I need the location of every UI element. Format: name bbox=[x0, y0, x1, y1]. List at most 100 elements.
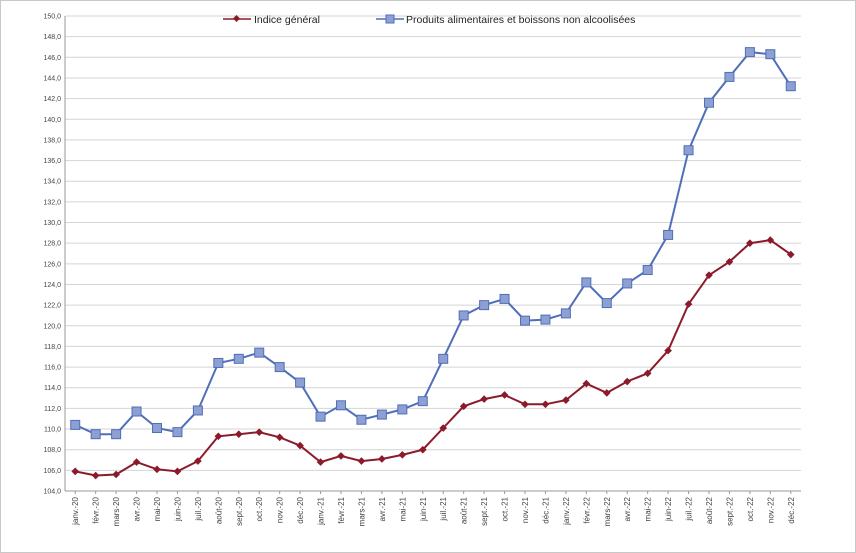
data-point bbox=[622, 278, 633, 289]
x-tick-label: sept.-22 bbox=[725, 496, 734, 525]
x-tick-label: août-22 bbox=[705, 496, 714, 524]
x-tick-label: mai-21 bbox=[398, 496, 407, 521]
x-tick-label: févr.-22 bbox=[582, 496, 591, 523]
data-point bbox=[786, 250, 795, 259]
x-tick-label: avr.-20 bbox=[133, 496, 142, 521]
data-point bbox=[131, 406, 142, 417]
data-point bbox=[664, 346, 672, 355]
y-tick-label: 122,0 bbox=[43, 303, 61, 310]
data-point bbox=[521, 400, 529, 409]
series bbox=[70, 47, 796, 480]
y-axis-ticks: 104,0 106,0 108,0 110,0 112,0 114,0 116,0 118,0… bbox=[43, 14, 61, 496]
data-point bbox=[295, 377, 306, 388]
y-tick-label: 108,0 bbox=[43, 447, 61, 454]
data-point bbox=[173, 467, 182, 476]
data-point bbox=[746, 239, 754, 247]
x-tick-label: août-21 bbox=[460, 496, 469, 524]
x-tick-label: mars-21 bbox=[357, 496, 366, 526]
series-0 bbox=[71, 236, 795, 480]
y-tick-label: 116,0 bbox=[44, 365, 61, 372]
x-tick-label: déc.-21 bbox=[541, 496, 550, 523]
legend-label-indice-general: Indice général bbox=[254, 14, 320, 26]
x-tick-label: déc.-22 bbox=[787, 496, 796, 523]
y-tick-label: 146,0 bbox=[43, 55, 61, 62]
x-tick-label: avr.-22 bbox=[623, 496, 632, 521]
x-tick-label: déc.-20 bbox=[296, 496, 305, 523]
data-point bbox=[316, 458, 325, 466]
legend-marker-produits-alimentaires bbox=[385, 14, 395, 24]
x-axis-ticks: janv.-20 févr.-20 mars-20 avr.-20 mai-20 juin… bbox=[71, 491, 796, 526]
y-tick-label: 140,0 bbox=[43, 117, 61, 124]
data-point bbox=[418, 445, 427, 454]
data-point bbox=[336, 400, 346, 411]
y-tick-label: 132,0 bbox=[43, 199, 61, 206]
x-tick-label: juin-20 bbox=[173, 496, 182, 522]
x-tick-label: mars-20 bbox=[112, 496, 121, 526]
data-point bbox=[480, 395, 488, 403]
data-point bbox=[744, 47, 755, 58]
y-tick-label: 128,0 bbox=[43, 241, 61, 248]
y-tick-label: 114,0 bbox=[44, 385, 61, 392]
data-point bbox=[192, 405, 203, 416]
data-point bbox=[458, 310, 469, 321]
data-point bbox=[356, 414, 367, 425]
y-tick-label: 144,0 bbox=[43, 75, 61, 82]
x-tick-label: juin-22 bbox=[664, 496, 673, 522]
data-point bbox=[643, 369, 652, 378]
y-tick-label: 150,0 bbox=[43, 14, 61, 21]
y-tick-label: 106,0 bbox=[43, 468, 61, 475]
data-point bbox=[601, 298, 612, 309]
x-tick-label: juil.-22 bbox=[685, 496, 694, 521]
data-point bbox=[540, 314, 551, 325]
data-point bbox=[234, 430, 243, 439]
x-tick-label: oct.-21 bbox=[501, 496, 510, 521]
x-tick-label: nov.-22 bbox=[766, 496, 775, 523]
legend-marker-indice-general bbox=[232, 14, 241, 23]
x-tick-label: nov.-20 bbox=[276, 496, 285, 523]
y-tick-label: 120,0 bbox=[43, 323, 61, 330]
y-tick-label: 118,0 bbox=[44, 344, 61, 351]
data-point bbox=[233, 353, 244, 364]
x-tick-label: oct.-22 bbox=[746, 496, 755, 521]
y-tick-label: 112,0 bbox=[44, 406, 61, 413]
data-point bbox=[172, 427, 183, 438]
data-point bbox=[91, 471, 100, 480]
x-tick-label: sept.-21 bbox=[480, 496, 489, 525]
x-tick-label: janv.-20 bbox=[71, 496, 80, 525]
series-1 bbox=[70, 47, 796, 440]
data-point bbox=[704, 97, 714, 108]
y-tick-label: 124,0 bbox=[43, 282, 61, 289]
data-point bbox=[378, 455, 386, 463]
y-tick-label: 130,0 bbox=[43, 220, 61, 227]
data-point bbox=[398, 451, 407, 459]
data-point bbox=[499, 293, 510, 304]
y-tick-label: 110,0 bbox=[44, 427, 61, 434]
data-point bbox=[724, 71, 735, 82]
data-point bbox=[315, 411, 326, 422]
data-point bbox=[296, 441, 304, 450]
legend-item-indice-general: Indice général bbox=[223, 14, 320, 26]
data-point bbox=[337, 452, 345, 460]
data-point bbox=[705, 271, 713, 280]
grid-lines bbox=[64, 15, 801, 492]
data-point bbox=[602, 389, 611, 397]
data-point bbox=[90, 429, 101, 440]
data-point bbox=[581, 277, 592, 288]
data-point bbox=[417, 396, 428, 407]
y-tick-label: 148,0 bbox=[43, 34, 61, 41]
y-tick-label: 136,0 bbox=[43, 158, 61, 165]
data-point bbox=[479, 300, 490, 311]
data-point bbox=[71, 467, 80, 476]
data-point bbox=[785, 81, 796, 92]
data-point bbox=[275, 433, 284, 442]
data-point bbox=[153, 465, 161, 474]
data-point bbox=[560, 308, 571, 319]
data-point bbox=[562, 396, 570, 404]
y-tick-label: 142,0 bbox=[43, 96, 61, 103]
x-tick-label: nov.-21 bbox=[521, 496, 530, 523]
x-tick-label: juil.-20 bbox=[194, 496, 203, 521]
x-tick-label: mars-22 bbox=[603, 496, 612, 526]
data-point bbox=[397, 404, 408, 415]
y-tick-label: 138,0 bbox=[43, 137, 61, 144]
